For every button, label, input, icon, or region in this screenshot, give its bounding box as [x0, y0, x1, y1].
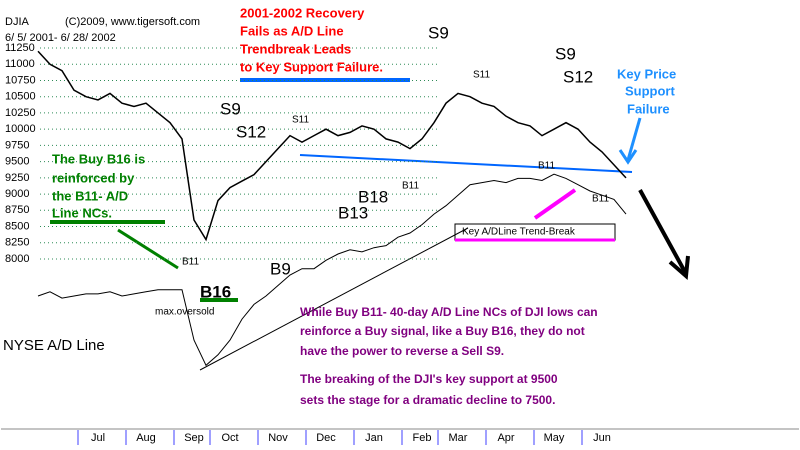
y-tick-label: 10500: [5, 91, 36, 103]
decline-arrowhead: [668, 255, 690, 281]
ad-line: [37, 173, 627, 367]
x-tick-label: Feb: [413, 432, 432, 444]
annotation: S9: [555, 44, 576, 63]
annotation: B11: [402, 181, 419, 192]
y-tick-label: 10750: [5, 74, 36, 86]
annotation: Fails as A/D Line: [240, 23, 344, 38]
annotation: S11: [473, 70, 490, 81]
y-tick-label: 8750: [5, 204, 29, 216]
green-arrow: [117, 228, 179, 270]
x-tick-label: Jul: [91, 432, 105, 444]
annotation: sets the stage for a dramatic decline to…: [300, 393, 555, 407]
annotation: S11: [292, 115, 309, 126]
annotation: have the power to reverse a Sell S9.: [300, 344, 504, 358]
annotation: reinforce a Buy signal, like a Buy B16, …: [300, 324, 585, 338]
annotation: B13: [338, 203, 368, 222]
x-tick-label: Apr: [497, 432, 514, 444]
annotation: B18: [358, 187, 388, 206]
y-tick-label: 8500: [5, 220, 29, 232]
annotation: Failure: [627, 101, 670, 116]
magenta-arrow: [533, 188, 577, 220]
y-tick-label: 8250: [5, 237, 29, 249]
x-tick-label: Jun: [593, 432, 611, 444]
x-tick-label: Nov: [268, 432, 288, 444]
annotation: S9: [220, 99, 241, 118]
annotation: While Buy B11- 40-day A/D Line NCs of DJ…: [300, 305, 598, 319]
blue-arrow: [626, 117, 642, 161]
annotation: max.oversold: [155, 307, 214, 318]
y-tick-label: 10000: [5, 123, 36, 135]
annotation: Key Price: [617, 66, 676, 81]
annotation: 2001-2002 Recovery: [240, 5, 365, 20]
y-tick-label: 11250: [5, 42, 35, 54]
annotation: B11: [182, 257, 199, 268]
annotation: Key A/DLine Trend-Break: [462, 227, 576, 238]
legend-label: NYSE A/D Line: [3, 337, 105, 354]
support-line: [299, 154, 633, 173]
annotation: the B11- A/D: [52, 188, 128, 203]
annotation: S9: [428, 23, 449, 42]
annotation: Trendbreak Leads: [240, 41, 351, 56]
y-tick-label: 8000: [5, 253, 29, 265]
annotation: B11: [592, 194, 609, 205]
annotation: S12: [236, 122, 266, 141]
x-tick-label: May: [544, 432, 565, 444]
annotation: B9: [270, 259, 291, 278]
x-tick-label: Jan: [365, 432, 383, 444]
annotation: The Buy B16 is: [52, 151, 145, 166]
annotation: S12: [563, 67, 593, 86]
annotation: B16: [200, 282, 231, 301]
y-tick-label: 9250: [5, 172, 29, 184]
y-tick-label: 9750: [5, 139, 29, 151]
x-tick-label: Sep: [184, 432, 204, 444]
x-tick-label: Mar: [449, 432, 468, 444]
y-tick-label: 9500: [5, 156, 29, 168]
price-line: [37, 50, 627, 242]
annotation: Support: [625, 83, 675, 98]
chart-title: DJIA: [5, 16, 30, 28]
y-tick-label: 10250: [5, 107, 36, 119]
y-tick-label: 11000: [5, 58, 35, 70]
annotation: B11: [538, 161, 555, 172]
decline-arrow: [638, 189, 687, 273]
annotation: reinforced by: [52, 170, 135, 185]
annotation: (C)2009, www.tigersoft.com: [65, 16, 200, 28]
x-tick-label: Aug: [136, 432, 156, 444]
ad-trendline: [199, 227, 469, 371]
annotation: The breaking of the DJI's key support at…: [300, 372, 558, 386]
x-tick-label: Dec: [316, 432, 336, 444]
x-tick-label: Oct: [221, 432, 238, 444]
y-tick-label: 9000: [5, 188, 29, 200]
blue-arrowhead: [618, 149, 638, 165]
annotation: 6/ 5/ 2001- 6/ 28/ 2002: [5, 32, 116, 44]
annotation: Line NCs.: [52, 205, 112, 220]
annotation: to Key Support Failure.: [240, 59, 383, 74]
